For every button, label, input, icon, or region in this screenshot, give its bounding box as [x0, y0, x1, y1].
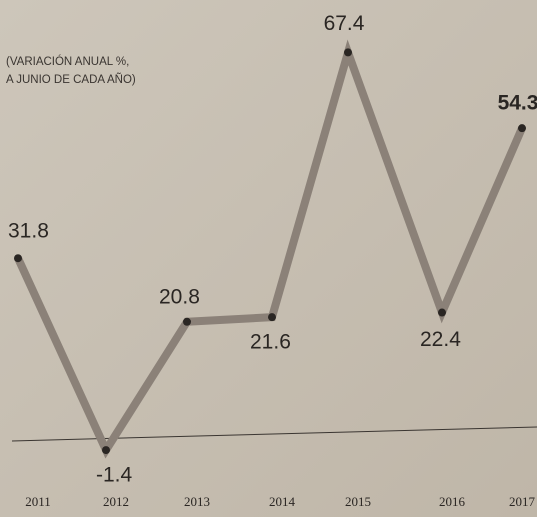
data-label: 67.4	[324, 12, 365, 35]
x-tick-label: 2015	[345, 494, 371, 509]
x-tick-label: 2012	[103, 494, 129, 509]
data-label: 54.3	[498, 92, 537, 115]
x-tick-label: 2016	[439, 494, 466, 509]
point	[14, 254, 22, 263]
data-label: 20.8	[159, 285, 200, 308]
subtitle: (VARIACIÓN ANUAL %,	[6, 55, 129, 68]
x-tick-label: 2017	[509, 494, 536, 509]
point	[518, 124, 526, 133]
point	[102, 446, 110, 455]
point	[344, 48, 352, 57]
point	[438, 308, 446, 317]
data-label: 21.6	[250, 331, 291, 354]
subtitle: A JUNIO DE CADA AÑO)	[6, 73, 136, 86]
data-label: 31.8	[8, 220, 49, 243]
x-tick-label: 2014	[269, 494, 296, 509]
data-label: -1.4	[96, 464, 133, 487]
data-label: 22.4	[420, 328, 461, 351]
x-tick-label: 2011	[25, 494, 51, 509]
point	[268, 313, 276, 322]
x-tick-label: 2013	[184, 494, 210, 509]
point	[183, 317, 191, 326]
